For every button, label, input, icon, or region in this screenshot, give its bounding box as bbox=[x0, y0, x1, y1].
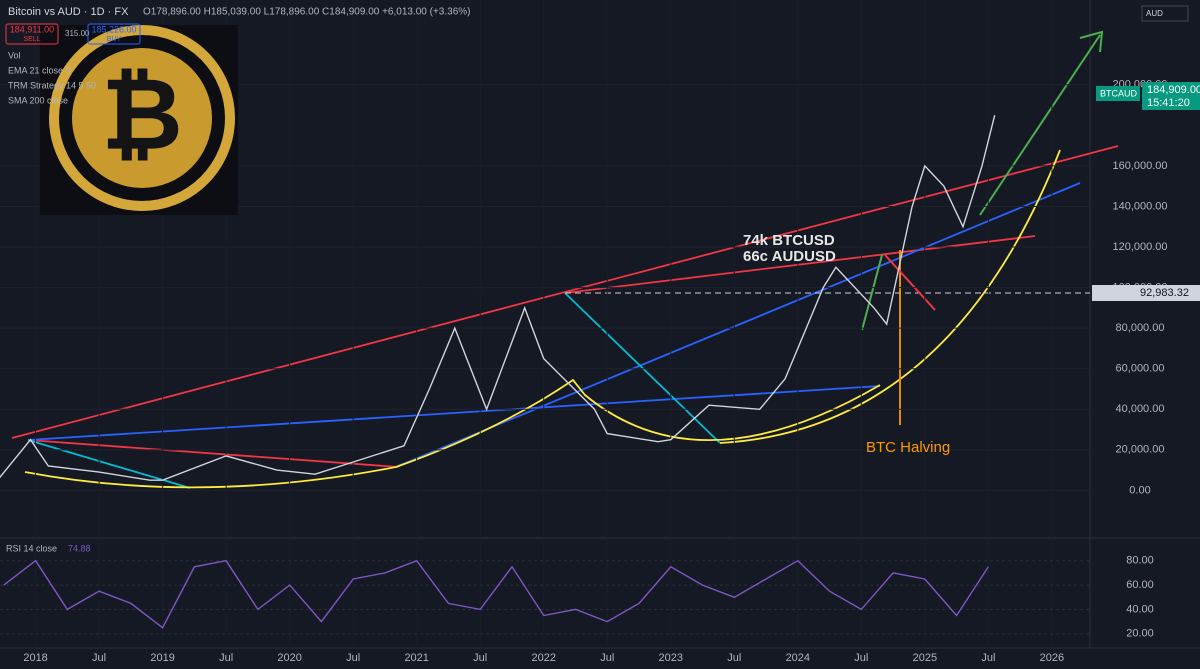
sell-button[interactable] bbox=[5, 23, 59, 45]
y-tick-label: 20,000.00 bbox=[1116, 444, 1165, 456]
rsi-name: RSI 14 close bbox=[6, 543, 57, 553]
rsi-value: 74.88 bbox=[68, 543, 91, 553]
annotation: BTC Halving bbox=[866, 439, 950, 456]
symbol-tag-text: BTCAUD bbox=[1100, 88, 1138, 98]
y-tick-label: 40.00 bbox=[1126, 603, 1154, 615]
sell-label: SELL bbox=[23, 36, 40, 43]
curve bbox=[24, 466, 397, 489]
y-tick-label: 120,000.00 bbox=[1112, 241, 1167, 253]
arrow-head bbox=[1079, 30, 1104, 53]
indicator: SMA 200 close bbox=[8, 95, 68, 105]
buy-label: BUY bbox=[107, 36, 122, 43]
y-tick-label: 80.00 bbox=[1126, 555, 1154, 567]
x-tick-label: Jul bbox=[981, 652, 995, 664]
curve bbox=[719, 149, 1061, 444]
x-tick-label: Jul bbox=[854, 652, 868, 664]
y-tick-label: 0.00 bbox=[1129, 484, 1150, 496]
plot: 0.00 20,000.00 40,000.00 60,000.00 80,000.00… bbox=[0, 78, 1168, 664]
ohlc: O178,896.00 H185,039.00 L178,896.00 C184… bbox=[143, 7, 471, 18]
buy-price: 185,226.00 bbox=[91, 24, 136, 34]
y-tick-label: 140,000.00 bbox=[1112, 200, 1167, 212]
annotation: 74k BTCUSD bbox=[743, 232, 835, 249]
y-tick-label: 160,000.00 bbox=[1112, 160, 1167, 172]
y-tick-label: 60.00 bbox=[1126, 579, 1154, 591]
arrow bbox=[861, 254, 883, 331]
x-tick-label: 2026 bbox=[1040, 652, 1064, 664]
arrow bbox=[979, 34, 1101, 216]
annotation: 66c AUDUSD bbox=[743, 248, 836, 265]
x-tick-label: Jul bbox=[727, 652, 741, 664]
trend-line bbox=[27, 385, 881, 441]
currency-box[interactable] bbox=[1141, 5, 1189, 22]
x-tick-label: 2024 bbox=[786, 652, 810, 664]
x-tick-label: 2020 bbox=[277, 652, 301, 664]
spread: 315.00 bbox=[65, 29, 90, 38]
trend-line bbox=[395, 182, 1081, 468]
x-tick-label: 2018 bbox=[23, 652, 47, 664]
currency: AUD bbox=[1146, 9, 1163, 18]
sell-price: 184,911.00 bbox=[10, 24, 54, 34]
x-tick-label: Jul bbox=[92, 652, 106, 664]
trend-line bbox=[564, 235, 1036, 294]
indicator: TRM Strategy 14 5 50 bbox=[8, 80, 96, 90]
x-tick-label: Jul bbox=[219, 652, 233, 664]
bitcoin-logo: ₿ bbox=[40, 25, 238, 215]
x-tick-label: 2019 bbox=[150, 652, 174, 664]
x-tick-label: 2023 bbox=[659, 652, 683, 664]
countdown: 15:41:20 bbox=[1147, 97, 1190, 109]
indicator: Vol bbox=[8, 50, 21, 60]
x-tick-label: 2022 bbox=[531, 652, 555, 664]
level-price: 92,983.32 bbox=[1140, 287, 1189, 299]
y-tick-label: 20.00 bbox=[1126, 628, 1154, 640]
level-tag bbox=[1092, 285, 1200, 301]
x-tick-label: Jul bbox=[600, 652, 614, 664]
curve bbox=[395, 378, 881, 468]
symbol-title: Bitcoin vs AUD · 1D · FX bbox=[8, 6, 129, 18]
logo-ring bbox=[49, 25, 235, 211]
y-tick-label: 40,000.00 bbox=[1116, 403, 1165, 415]
series-line bbox=[0, 115, 996, 481]
symbol-tag bbox=[1096, 86, 1140, 101]
logo-coin bbox=[72, 48, 212, 188]
y-tick-label: 80,000.00 bbox=[1116, 322, 1165, 334]
last-price-tag bbox=[1142, 82, 1200, 110]
x-tick-label: 2021 bbox=[404, 652, 428, 664]
x-tick-label: 2025 bbox=[913, 652, 937, 664]
y-tick-label: 60,000.00 bbox=[1116, 363, 1165, 375]
last-price: 184,909.00 bbox=[1147, 84, 1200, 96]
trend-line bbox=[11, 145, 1119, 439]
x-tick-label: Jul bbox=[473, 652, 487, 664]
trend-line bbox=[27, 439, 399, 468]
x-tick-label: Jul bbox=[346, 652, 360, 664]
buy-button[interactable] bbox=[87, 23, 141, 45]
indicator: EMA 21 close 0 bbox=[8, 65, 71, 75]
logo-symbol: ₿ bbox=[101, 58, 183, 170]
series-line bbox=[3, 559, 989, 629]
arrow bbox=[884, 254, 936, 311]
